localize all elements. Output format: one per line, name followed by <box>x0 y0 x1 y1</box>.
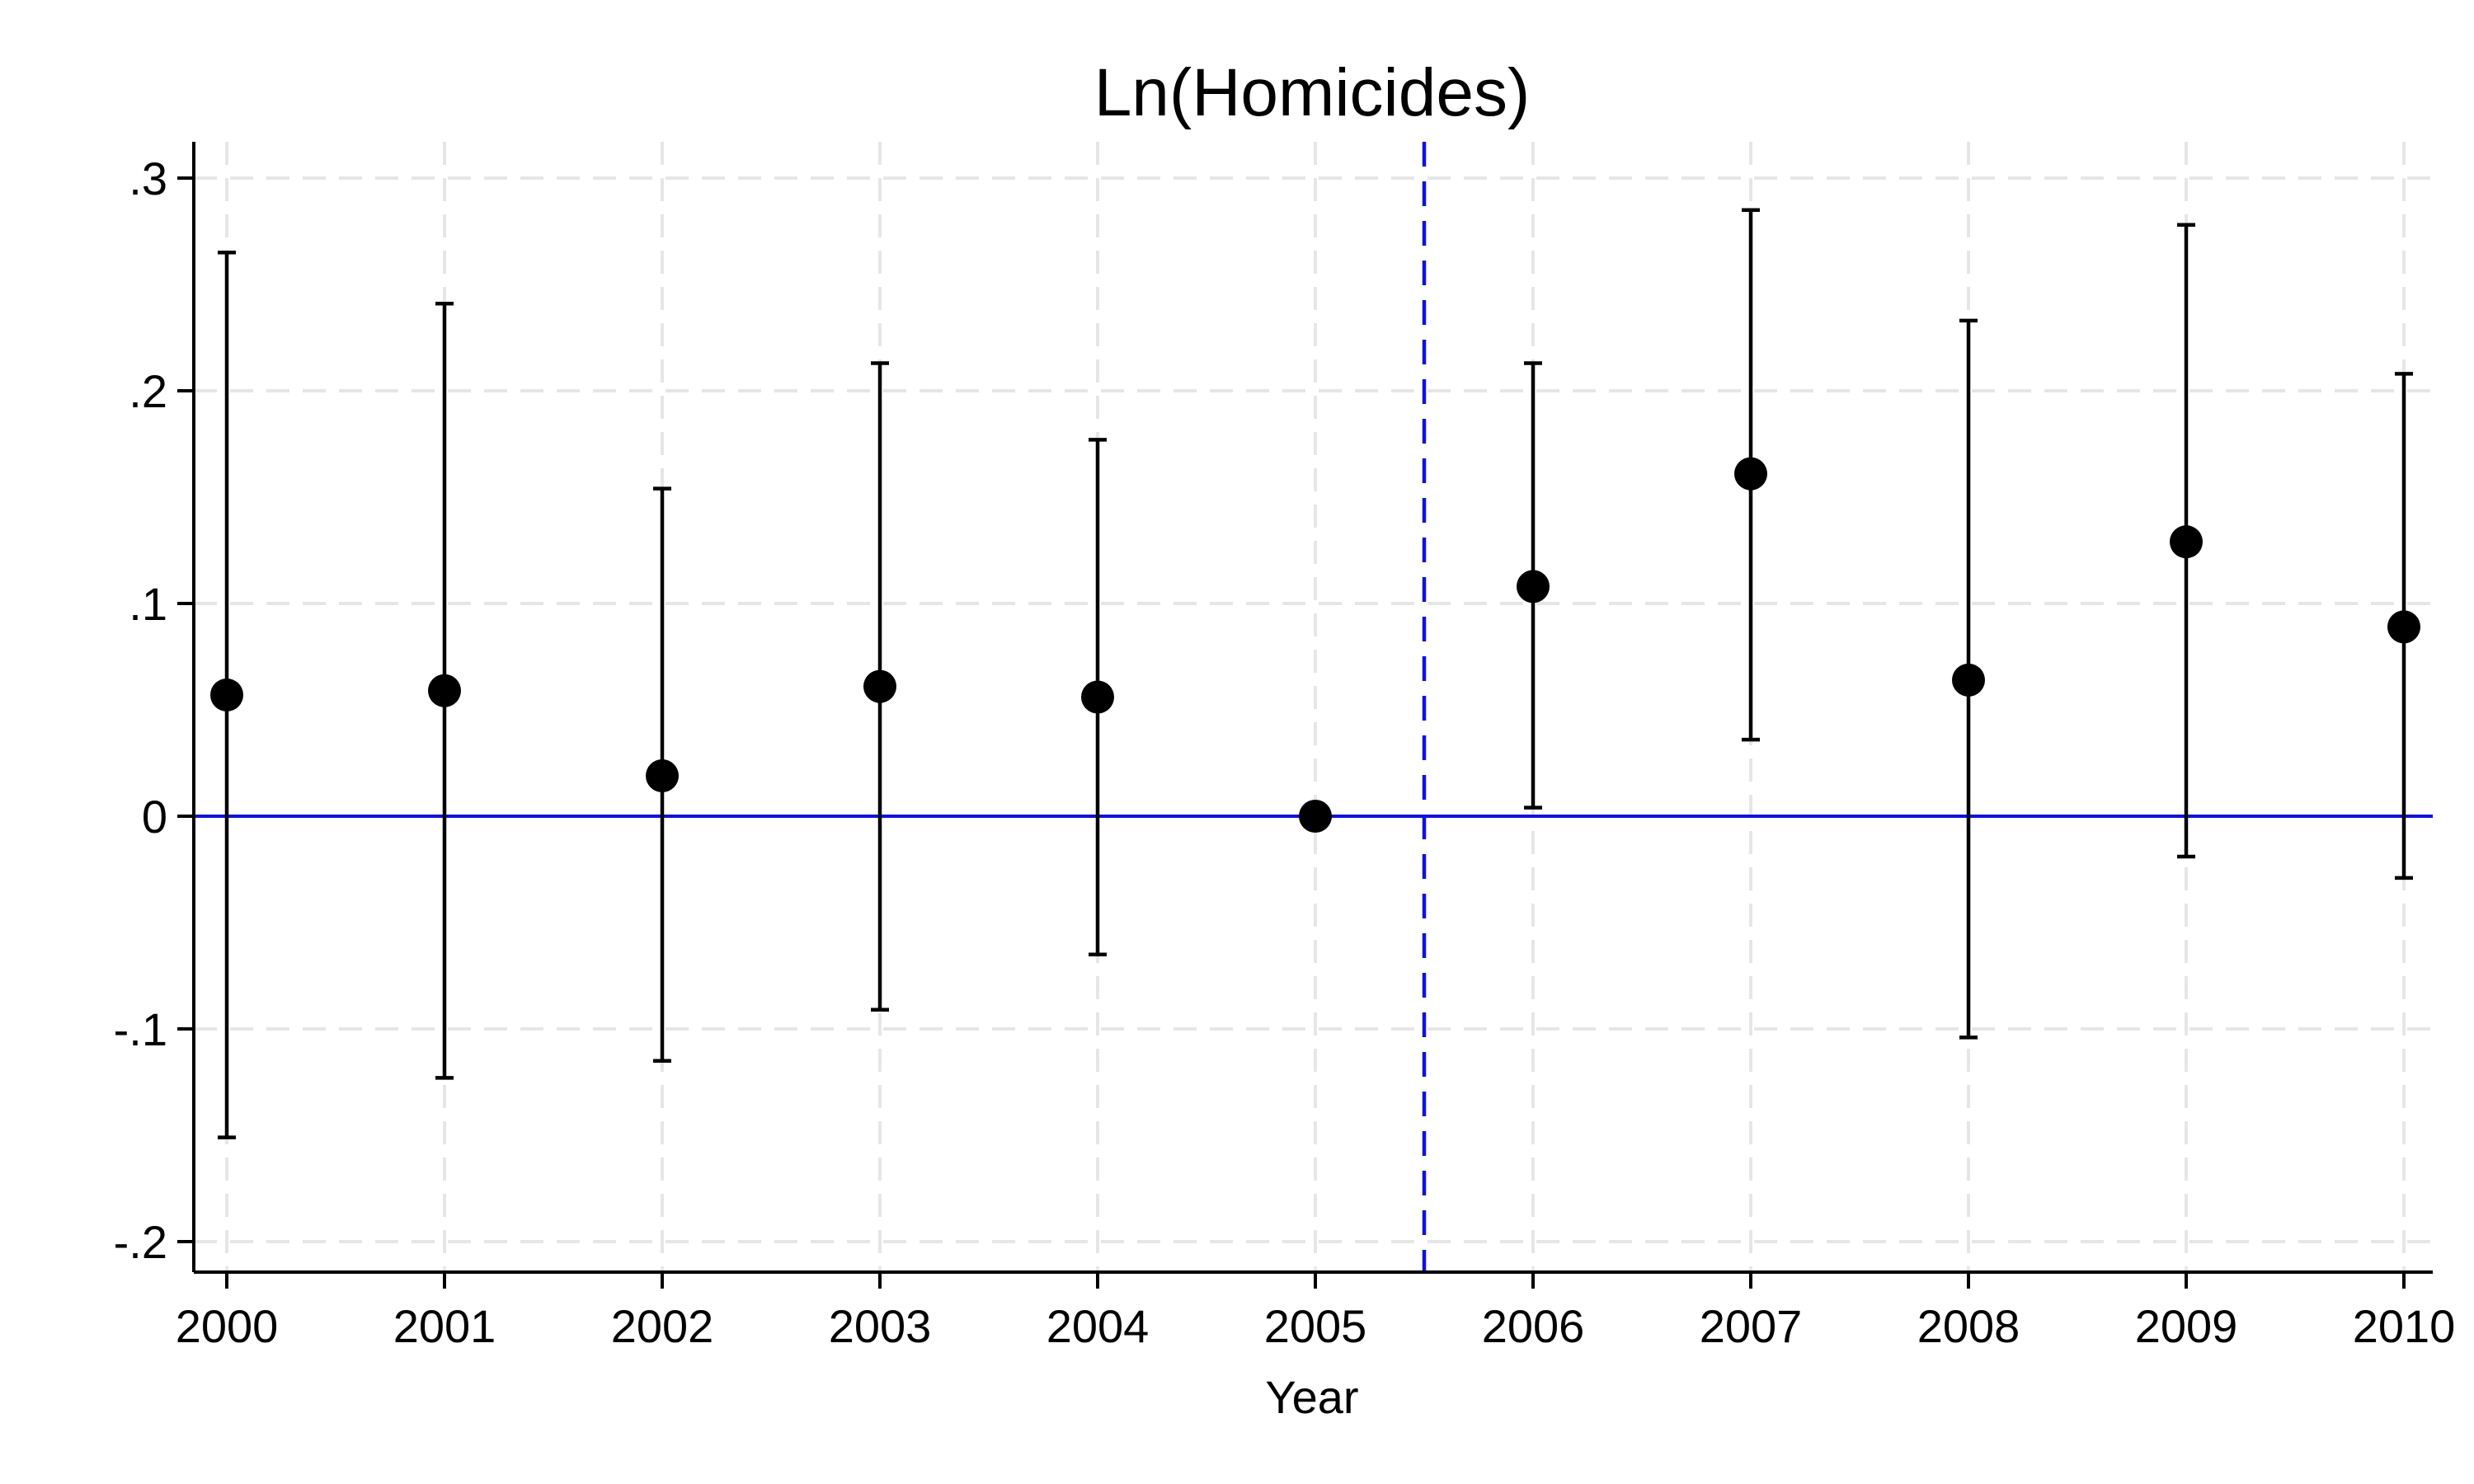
x-tick-label: 2010 <box>2353 1300 2456 1352</box>
grid <box>194 142 2433 1272</box>
x-tick-label: 2007 <box>1700 1300 1803 1352</box>
data-point <box>2387 610 2420 644</box>
x-tick-label: 2006 <box>1482 1300 1585 1352</box>
data-point <box>863 669 896 703</box>
data-point <box>428 674 461 707</box>
data-point <box>2170 525 2203 559</box>
y-tick-label: -.1 <box>114 1003 167 1055</box>
x-tick-label: 2000 <box>176 1300 279 1352</box>
y-tick-label: .2 <box>129 365 167 417</box>
data-marks <box>210 208 2420 1139</box>
x-axis-label: Year <box>1265 1371 1358 1423</box>
reference-lines <box>194 142 2433 1272</box>
y-tick-label: -.2 <box>114 1216 167 1268</box>
data-point <box>1081 680 1114 714</box>
data-point <box>1952 663 1985 697</box>
axes <box>177 142 2433 1289</box>
y-tick-label: 0 <box>142 791 167 843</box>
x-tick-label: 2004 <box>1047 1300 1150 1352</box>
data-point <box>646 758 679 792</box>
chart-title: Ln(Homicides) <box>1094 55 1531 130</box>
x-tick-label: 2003 <box>829 1300 932 1352</box>
x-tick-label: 2001 <box>393 1300 496 1352</box>
y-tick-label: .3 <box>129 153 167 204</box>
data-point <box>1734 457 1767 491</box>
x-tick-label: 2009 <box>2135 1300 2238 1352</box>
y-tick-label: .1 <box>129 578 167 630</box>
data-point <box>1299 800 1332 833</box>
x-tick-label: 2002 <box>611 1300 714 1352</box>
data-point <box>1517 570 1550 603</box>
data-point <box>210 678 243 711</box>
x-tick-label: 2005 <box>1264 1300 1367 1352</box>
x-tick-label: 2008 <box>1917 1300 2020 1352</box>
